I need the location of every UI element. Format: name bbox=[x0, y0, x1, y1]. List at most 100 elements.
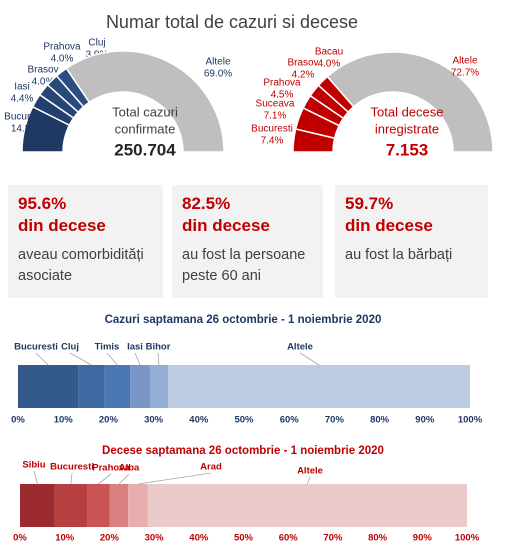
card-percent: 59.7% bbox=[345, 194, 394, 213]
x-tick-label: 40% bbox=[189, 415, 209, 426]
slice-label: Cluj bbox=[88, 38, 105, 49]
slice-value-label: 4.5% bbox=[271, 90, 294, 101]
slice-label: Altele bbox=[205, 57, 230, 68]
leader-line bbox=[137, 472, 212, 485]
bar-segment bbox=[20, 484, 55, 527]
leader-line bbox=[307, 476, 311, 485]
segment-label: Altele bbox=[287, 342, 313, 353]
card-title: din decese bbox=[345, 216, 433, 235]
stat-card: 82.5% din decese au fost la persoane pes… bbox=[172, 185, 323, 298]
x-tick-label: 70% bbox=[323, 533, 343, 544]
x-tick-label: 70% bbox=[325, 415, 345, 426]
x-tick-label: 30% bbox=[145, 533, 165, 544]
segment-label: Alba bbox=[119, 463, 140, 474]
x-tick-label: 30% bbox=[144, 415, 164, 426]
center-total: 7.153 bbox=[386, 140, 429, 159]
bar-segment bbox=[109, 484, 129, 527]
center-label: Total cazuri bbox=[112, 104, 178, 119]
slice-value-label: 7.1% bbox=[264, 111, 287, 122]
bar-segment bbox=[130, 365, 150, 408]
bar-segment bbox=[78, 365, 105, 408]
slice-label: Suceava bbox=[256, 99, 295, 110]
main-title: Numar total de cazuri si decese bbox=[106, 12, 358, 32]
bar-segment bbox=[168, 365, 470, 408]
slice-value-label: 4.4% bbox=[11, 94, 34, 105]
slice-label: Prahova bbox=[263, 78, 301, 89]
x-tick-label: 90% bbox=[415, 415, 435, 426]
slice-label: Bacau bbox=[315, 47, 343, 58]
slice-label: Prahova bbox=[43, 42, 81, 53]
slice-label: Altele bbox=[452, 56, 477, 67]
bar-segment bbox=[87, 484, 110, 527]
stat-card: 59.7% din decese au fost la bărbați bbox=[335, 185, 488, 298]
slice-label: Brasov bbox=[287, 58, 318, 69]
x-tick-label: 80% bbox=[370, 415, 390, 426]
bar-segment bbox=[128, 484, 148, 527]
bar-segment bbox=[54, 484, 88, 527]
slice-label: Bucuresti bbox=[4, 112, 46, 123]
card-title: din decese bbox=[18, 216, 106, 235]
center-label: confirmate bbox=[115, 121, 176, 136]
leader-line bbox=[33, 470, 38, 485]
slice-value-label: 4.0% bbox=[32, 77, 55, 88]
slice-value-label: 14.8% bbox=[11, 124, 39, 135]
segment-label: Timis bbox=[95, 342, 120, 353]
slice-value-label: 7.4% bbox=[261, 136, 284, 147]
card-text: aveau comorbidități asociate bbox=[18, 247, 144, 284]
x-tick-label: 40% bbox=[189, 533, 209, 544]
bar-segment bbox=[147, 484, 468, 527]
slice-value-label: 69.0% bbox=[204, 69, 232, 80]
bar-segment bbox=[104, 365, 131, 408]
x-tick-label: 100% bbox=[458, 415, 483, 426]
segment-label: Sibiu bbox=[22, 460, 45, 471]
leader-line bbox=[157, 352, 160, 366]
slice-label: Brasov bbox=[27, 65, 58, 76]
x-tick-label: 0% bbox=[13, 533, 27, 544]
card-text: au fost la bărbați bbox=[345, 247, 453, 263]
x-tick-label: 90% bbox=[413, 533, 433, 544]
x-tick-label: 60% bbox=[280, 415, 300, 426]
slice-value-label: 4.0% bbox=[51, 54, 74, 65]
card-percent: 82.5% bbox=[182, 194, 231, 213]
x-tick-label: 50% bbox=[234, 415, 254, 426]
pie-slice bbox=[326, 51, 494, 153]
segment-label: Prahova bbox=[92, 463, 130, 474]
chart-title: Cazuri saptamana 26 octombrie - 1 noiemb… bbox=[105, 314, 382, 326]
card-percent: 95.6% bbox=[18, 194, 67, 213]
slice-label: Bucuresti bbox=[251, 124, 293, 135]
leader-line bbox=[35, 352, 49, 366]
x-tick-label: 0% bbox=[11, 415, 25, 426]
segment-label: Bucuresti bbox=[50, 462, 94, 473]
segment-label: Altele bbox=[297, 466, 323, 477]
segment-label: Arad bbox=[200, 462, 222, 473]
x-tick-label: 20% bbox=[99, 415, 119, 426]
segment-label: Bucuresti bbox=[14, 342, 58, 353]
leader-line bbox=[98, 473, 112, 485]
leader-line bbox=[118, 473, 130, 485]
x-tick-label: 20% bbox=[100, 533, 120, 544]
card-text: au fost la persoane peste 60 ani bbox=[182, 247, 306, 284]
pie-slice bbox=[65, 50, 225, 153]
card-title: din decese bbox=[182, 216, 270, 235]
segment-label: Iasi bbox=[127, 342, 143, 353]
x-tick-label: 50% bbox=[234, 533, 254, 544]
segment-label: Cluj bbox=[61, 342, 79, 353]
bar-segment bbox=[18, 365, 79, 408]
center-total: 250.704 bbox=[114, 140, 176, 159]
slice-label: Iasi bbox=[14, 82, 30, 93]
x-tick-label: 10% bbox=[55, 533, 75, 544]
segment-label: Bihor bbox=[146, 342, 171, 353]
x-tick-label: 100% bbox=[455, 533, 480, 544]
slice-value-label: 72.7% bbox=[451, 68, 479, 79]
leader-line bbox=[69, 352, 92, 366]
leader-line bbox=[106, 352, 118, 366]
chart-title: Decese saptamana 26 octombrie - 1 noiemb… bbox=[102, 445, 384, 457]
leader-line bbox=[70, 472, 73, 485]
x-tick-label: 10% bbox=[54, 415, 74, 426]
slice-value-label: 4.2% bbox=[292, 70, 315, 81]
center-label: inregistrate bbox=[375, 121, 439, 136]
leader-line bbox=[299, 352, 320, 366]
stat-card: 95.6% din decese aveau comorbidități aso… bbox=[8, 185, 163, 298]
